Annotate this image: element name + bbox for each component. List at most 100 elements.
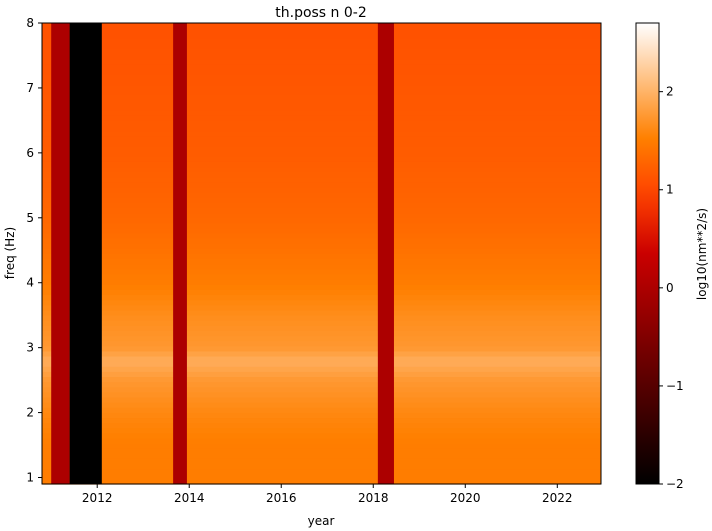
x-tick-label: 2014: [174, 491, 205, 505]
y-tick-label: 3: [26, 341, 34, 355]
heatmap-strip: [42, 186, 601, 193]
heatmap-strip: [42, 104, 601, 111]
heatmap-strip: [42, 427, 601, 434]
heatmap-strip: [42, 53, 601, 60]
heatmap-strip: [42, 156, 601, 162]
heatmap-strip: [42, 238, 601, 244]
heatmap-strip: [42, 171, 601, 178]
heatmap-strip: [42, 202, 601, 208]
heatmap-strip: [42, 396, 601, 403]
heatmap-strip: [42, 166, 601, 173]
heatmap-strip: [42, 233, 601, 239]
heatmap-strip: [42, 335, 601, 342]
y-tick-label: 5: [26, 211, 34, 225]
heatmap-strip: [42, 84, 601, 91]
heatmap-strip: [42, 366, 601, 372]
heatmap-strip: [42, 227, 601, 234]
heatmap-area: [42, 23, 601, 485]
y-tick-label: 2: [26, 406, 34, 420]
heatmap-strip: [42, 402, 601, 408]
heatmap-strip: [42, 355, 601, 362]
y-axis-label: freq (Hz): [3, 227, 17, 279]
heatmap-strip: [42, 314, 601, 321]
heatmap-strip: [42, 417, 601, 424]
heatmap-strip: [42, 253, 601, 260]
heatmap-strip: [42, 74, 601, 80]
colorbar-label: log10(nm**2/s): [695, 208, 709, 300]
heatmap-strip: [42, 38, 601, 45]
heatmap-strip: [42, 263, 601, 270]
heatmap-strip: [42, 115, 601, 121]
heatmap-strip: [42, 94, 601, 101]
heatmap-strip: [42, 248, 601, 255]
time-band: [51, 23, 70, 484]
heatmap-strip: [42, 192, 601, 198]
heatmap-strip: [42, 289, 601, 296]
heatmap-strip: [42, 407, 601, 413]
heatmap-strip: [42, 412, 601, 419]
heatmap-strip: [42, 222, 601, 229]
colorbar-axis: 2 1 0 −1 −2: [659, 85, 684, 491]
y-tick-label: 7: [26, 81, 34, 95]
heatmap-strip: [42, 23, 601, 29]
heatmap-strip: [42, 284, 601, 290]
heatmap-strip: [42, 473, 601, 480]
heatmap-strip: [42, 151, 601, 157]
heatmap-strip: [42, 458, 601, 465]
y-tick-label: 6: [26, 146, 34, 160]
colorbar-tick-label: −2: [666, 477, 684, 491]
heatmap-strip: [42, 258, 601, 265]
heatmap-strip: [42, 48, 601, 55]
heatmap-strip: [42, 130, 601, 137]
heatmap-strip: [42, 268, 601, 275]
heatmap-strip: [42, 140, 601, 147]
y-tick-label: 8: [26, 16, 34, 30]
x-tick-label: 2020: [450, 491, 481, 505]
heatmap-strip: [42, 120, 601, 127]
heatmap-strip: [42, 63, 601, 70]
chart-title: th.poss n 0-2: [275, 5, 367, 21]
heatmap-strip: [42, 422, 601, 429]
x-tick-label: 2016: [266, 491, 297, 505]
heatmap-strip: [42, 381, 601, 388]
plot-frame: [41, 22, 602, 485]
time-band: [377, 23, 394, 484]
heatmap-strip: [42, 350, 601, 357]
heatmap-strip: [42, 217, 601, 224]
heatmap-strip: [42, 33, 601, 39]
heatmap-strip: [42, 79, 601, 86]
y-tick-label: 4: [26, 276, 34, 290]
heatmap-strip: [42, 309, 601, 316]
heatmap-strip: [42, 279, 601, 285]
heatmap-strip: [42, 448, 601, 454]
colorbar: [635, 22, 660, 485]
heatmap-strip: [42, 212, 601, 219]
heatmap-strip: [42, 386, 601, 393]
heatmap-strip: [42, 325, 601, 331]
heatmap-strip: [42, 320, 601, 326]
heatmap-strip: [42, 340, 601, 347]
heatmap-strip: [42, 330, 601, 337]
colorbar-tick-label: 0: [666, 281, 674, 295]
heatmap-strip: [42, 125, 601, 132]
x-tick-label: 2018: [358, 491, 389, 505]
heatmap-strip: [42, 197, 601, 203]
time-band: [173, 23, 187, 484]
heatmap-strip: [42, 145, 601, 152]
heatmap-strip: [42, 443, 601, 449]
heatmap-strip: [42, 28, 601, 34]
colorbar-tick-label: −1: [666, 379, 684, 393]
heatmap-strip: [42, 361, 601, 367]
heatmap-strip: [42, 371, 601, 378]
heatmap-strip: [42, 99, 601, 106]
heatmap-strip: [42, 478, 601, 485]
colorbar-tick-label: 2: [666, 85, 674, 99]
heatmap-strip: [42, 463, 601, 470]
heatmap-strip: [42, 89, 601, 96]
y-axis: 1 2 3 4 5 6 7 8: [26, 16, 42, 485]
heatmap-strip: [42, 304, 601, 311]
heatmap-strip: [42, 110, 601, 116]
heatmap-strip: [42, 243, 601, 249]
heatmap-strip: [42, 345, 601, 352]
